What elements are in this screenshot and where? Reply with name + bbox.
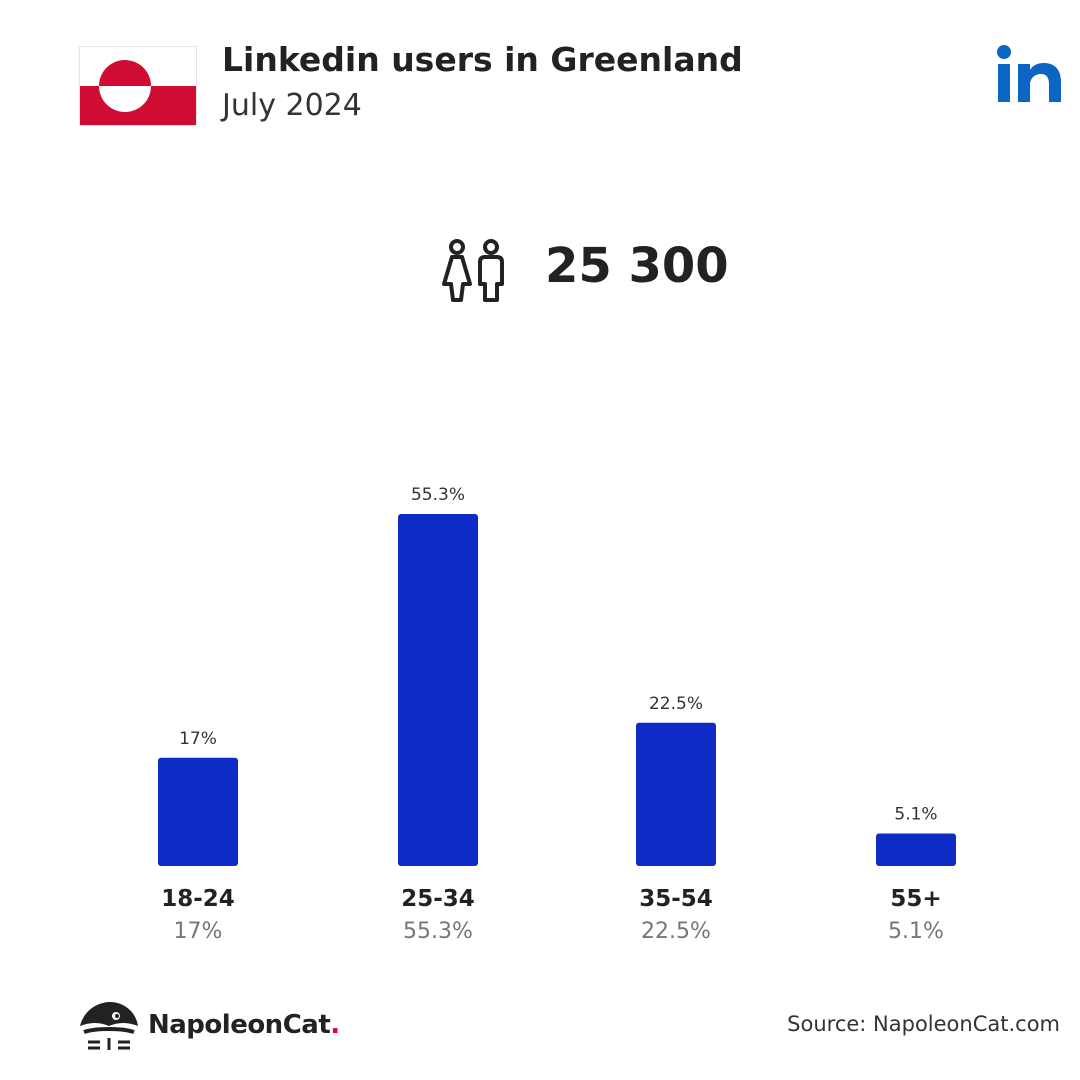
bar-value-label: 17% (179, 729, 217, 749)
category-percent-label: 17% (174, 919, 223, 944)
linkedin-logo-icon (997, 45, 1061, 102)
category-label: 18-24 (161, 886, 235, 912)
napoleoncat-logo-icon (80, 1002, 138, 1050)
brand-name: NapoleonCat. (148, 1010, 340, 1040)
bar-35-54 (636, 722, 716, 866)
category-percent-label: 5.1% (888, 919, 944, 944)
total-users-value: 25 300 (545, 238, 729, 294)
bar-value-label: 22.5% (649, 694, 703, 714)
bar-value-label: 55.3% (411, 485, 465, 505)
category-label: 55+ (890, 886, 941, 912)
bar-55+ (876, 833, 956, 866)
category-percent-label: 22.5% (641, 919, 711, 944)
bar-18-24 (158, 757, 238, 866)
page-title: Linkedin users in Greenland (222, 40, 743, 79)
page-subtitle: July 2024 (222, 88, 362, 123)
category-percent-label: 55.3% (403, 919, 473, 944)
bar-25-34 (398, 514, 478, 866)
bar-value-label: 5.1% (894, 805, 937, 825)
category-label: 35-54 (639, 886, 713, 912)
category-label: 25-34 (401, 886, 475, 912)
people-icon (442, 239, 504, 302)
greenland-flag-icon (79, 46, 197, 126)
source-text: Source: NapoleonCat.com (787, 1012, 1060, 1036)
